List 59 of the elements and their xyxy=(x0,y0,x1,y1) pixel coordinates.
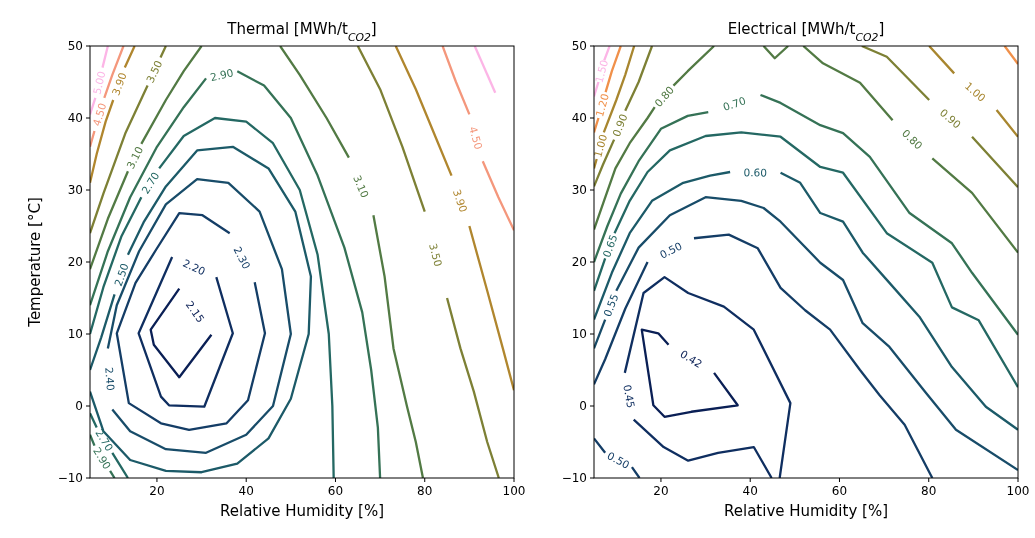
text: 3.50 xyxy=(427,241,445,268)
y-tick-label: 30 xyxy=(571,183,587,197)
text: 5.00 xyxy=(90,69,108,96)
text: 1.50 xyxy=(592,58,611,85)
text: 0.50 xyxy=(657,239,684,261)
y-tick-label: 30 xyxy=(67,183,83,197)
text: 3.50 xyxy=(143,58,165,85)
text: 2.30 xyxy=(231,244,253,271)
y-axis-title: Temperature [°C] xyxy=(26,197,44,328)
y-tick-label: 20 xyxy=(67,255,83,269)
line-series xyxy=(115,211,267,431)
x-tick-label: 100 xyxy=(1006,484,1030,498)
text: 0.55 xyxy=(600,292,621,319)
x-tick-label: 60 xyxy=(327,484,344,498)
x-tick-label: 80 xyxy=(921,484,937,498)
y-tick-label: −10 xyxy=(57,471,83,485)
x-tick-label: 40 xyxy=(742,484,758,498)
text: 4.50 xyxy=(467,124,486,151)
text: 2.20 xyxy=(181,256,208,278)
text: 0.90 xyxy=(609,112,630,139)
y-tick-label: 40 xyxy=(571,111,587,125)
x-axis-title: Relative Humidity [%] xyxy=(724,502,888,520)
x-tick-label: 20 xyxy=(149,484,165,498)
text: 0.70 xyxy=(721,94,748,113)
y-tick-label: 10 xyxy=(67,327,83,341)
y-tick-label: 50 xyxy=(67,39,83,53)
y-tick-label: 10 xyxy=(571,327,587,341)
text: 2.50 xyxy=(111,261,131,288)
chart-title: Electrical [MWh/t$_{CO2}$] xyxy=(727,20,885,44)
text: 1.20 xyxy=(593,92,611,118)
y-tick-label: 20 xyxy=(571,255,587,269)
text: 2.90 xyxy=(208,66,235,84)
text: 3.10 xyxy=(124,144,146,171)
line-series xyxy=(137,255,234,408)
y-tick-label: 0 xyxy=(579,399,587,413)
text: 3.10 xyxy=(351,173,372,200)
x-tick-label: 20 xyxy=(653,484,669,498)
chart-title: Thermal [MWh/t$_{CO2}$] xyxy=(226,20,377,44)
series-label: 0.60 xyxy=(743,166,768,179)
text: 0.50 xyxy=(605,449,632,471)
text: 3.90 xyxy=(109,70,129,97)
text: 4.50 xyxy=(90,101,109,128)
text: 0.65 xyxy=(600,232,620,259)
line-series xyxy=(640,328,739,418)
line-series xyxy=(149,287,213,379)
x-tick-label: 40 xyxy=(238,484,254,498)
y-tick-label: 50 xyxy=(571,39,587,53)
text: 1.00 xyxy=(591,132,610,159)
x-tick-label: 100 xyxy=(502,484,526,498)
y-tick-label: 0 xyxy=(75,399,83,413)
y-tick-label: 40 xyxy=(67,111,83,125)
x-tick-label: 60 xyxy=(831,484,848,498)
y-tick-label: −10 xyxy=(561,471,587,485)
x-axis-title: Relative Humidity [%] xyxy=(220,502,384,520)
text: 3.90 xyxy=(450,187,470,214)
text: 0.42 xyxy=(678,347,705,371)
text: 0.45 xyxy=(621,383,638,409)
text: 2.40 xyxy=(103,366,117,392)
x-tick-label: 80 xyxy=(417,484,433,498)
